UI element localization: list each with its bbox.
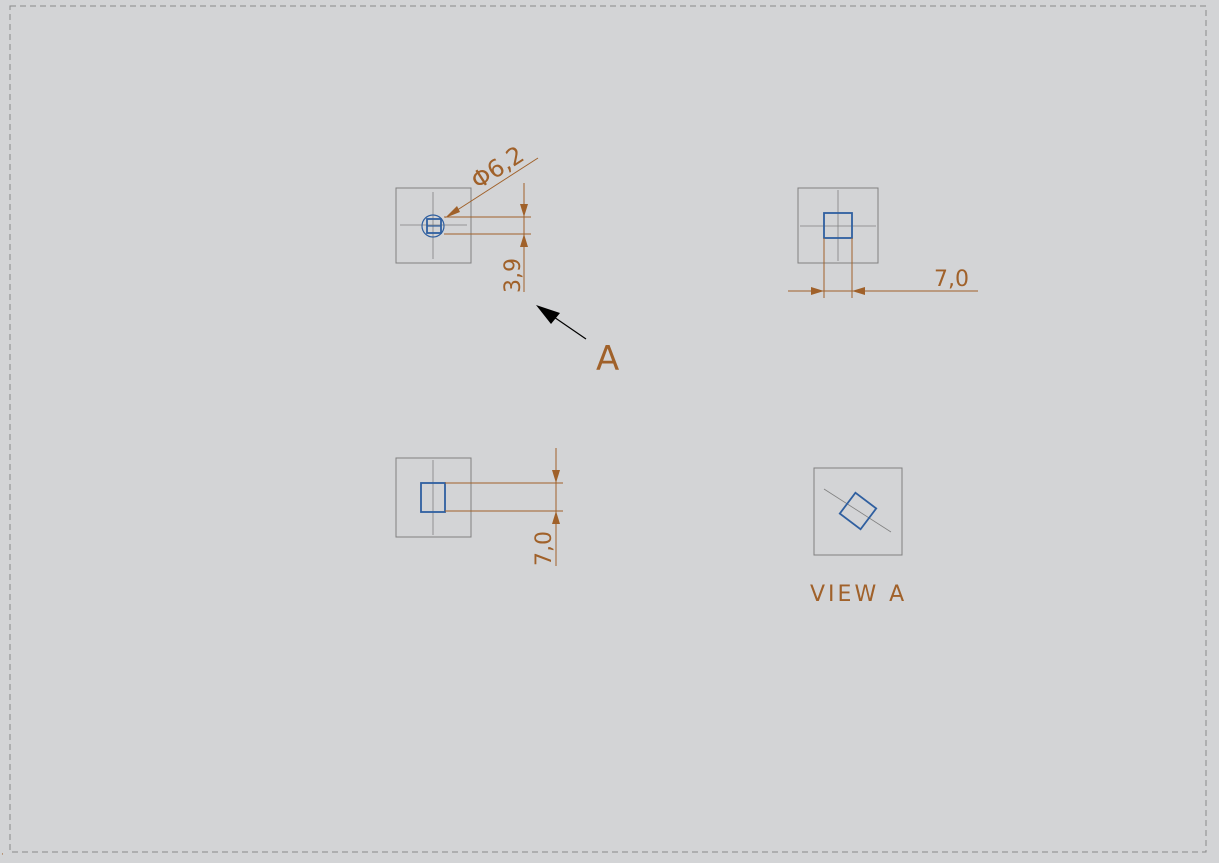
dimension-arrow-right <box>852 287 865 295</box>
view-arrow-head <box>536 305 560 324</box>
dimension-arrow-top <box>520 204 528 217</box>
diameter-leader <box>447 157 539 217</box>
diameter-dimension[interactable]: Φ6,2 <box>466 140 529 195</box>
sheet-border <box>9 5 1207 853</box>
height-dimension[interactable]: 7,0 <box>532 531 557 566</box>
view-caption[interactable]: VIEW A <box>810 582 907 607</box>
view-frame <box>797 187 879 264</box>
view-top-right[interactable]: 7,0 <box>788 187 978 298</box>
hole-circle <box>421 214 445 238</box>
dimension-arrow-bottom <box>552 511 560 524</box>
square-feature <box>420 482 446 513</box>
width-dimension[interactable]: 7,0 <box>934 267 969 292</box>
height-dimension[interactable]: 3,9 <box>501 258 526 293</box>
view-indicator-letter[interactable]: A <box>596 339 619 379</box>
view-bottom-left[interactable]: 7,0 <box>395 448 563 566</box>
dimension-arrow-bottom <box>520 234 528 247</box>
origin-mark: · <box>1 850 4 860</box>
view-arrow-shaft <box>550 314 587 340</box>
view-frame <box>395 187 472 264</box>
view-top-left[interactable]: Φ6,2 3,9 A <box>395 140 619 379</box>
square-feature <box>823 212 853 239</box>
centerline-diagonal <box>823 488 892 533</box>
view-frame <box>395 457 472 538</box>
dimension-arrow-left <box>811 287 824 295</box>
view-frame <box>813 467 903 556</box>
diameter-arrow <box>445 206 460 218</box>
dimension-arrow-top <box>552 470 560 483</box>
square-feature <box>838 491 878 531</box>
view-aux-a[interactable]: VIEW A <box>810 467 907 607</box>
